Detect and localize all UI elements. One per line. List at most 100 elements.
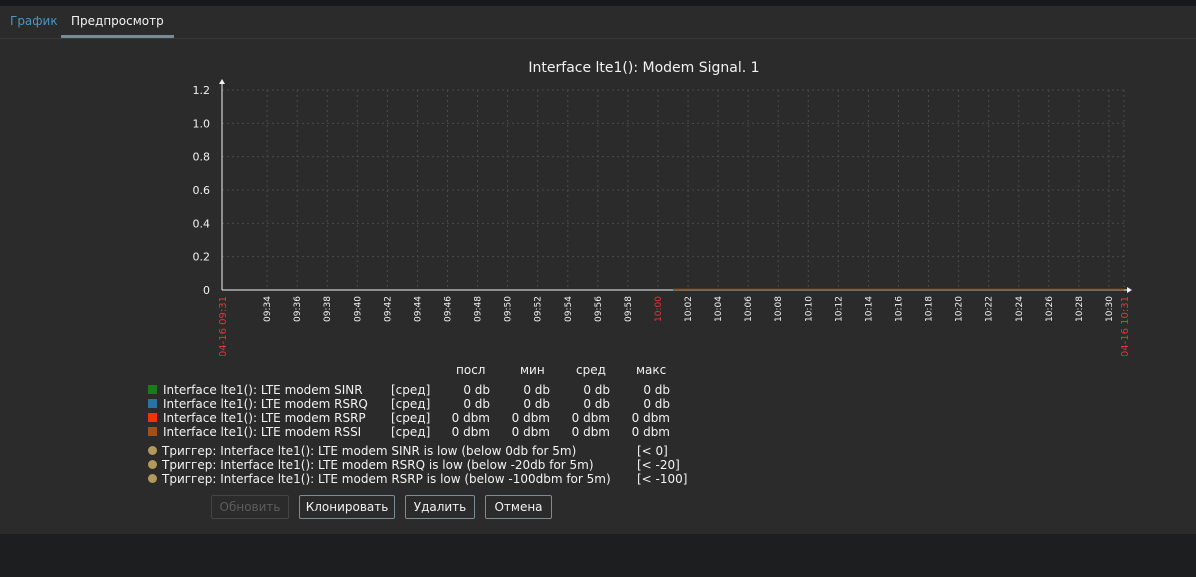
x-tick-label: 10:26: [1045, 296, 1055, 322]
x-tick-label: 10:24: [1015, 296, 1025, 322]
legend-value-last: 0 dbm: [451, 411, 490, 425]
legend-item-name: Interface lte1(): LTE modem SINR: [163, 383, 363, 397]
legend-color-swatch: [148, 385, 157, 394]
y-tick-label: 0.2: [193, 251, 211, 264]
x-tick-label: 10:22: [985, 296, 995, 322]
legend-item: Interface lte1(): LTE modem RSSI [сред] 0 …: [148, 425, 708, 439]
x-tick-label: 09:50: [504, 296, 514, 322]
x-tick-label: 09:58: [624, 296, 634, 322]
trigger-value: [< -20]: [637, 458, 680, 472]
y-tick-label: 0: [203, 284, 210, 297]
x-tick-label: 10:16: [895, 296, 905, 322]
x-tick-label: 09:56: [594, 296, 604, 322]
trigger-name: Триггер: Interface lte1(): LTE modem SIN…: [162, 444, 577, 458]
tab-preview[interactable]: Предпросмотр: [61, 6, 174, 38]
legend-item-function: [сред]: [391, 383, 431, 397]
x-tick-label: 09:34: [263, 296, 273, 322]
legend-value-max: 0 dbm: [631, 425, 670, 439]
legend-item-name: Interface lte1(): LTE modem RSRP: [163, 411, 366, 425]
chart-title: Interface lte1(): Modem Signal. 1: [528, 60, 759, 76]
x-tick-label: 09:42: [383, 296, 393, 322]
x-tick-label: 09:54: [564, 296, 574, 322]
clone-button[interactable]: Клонировать: [299, 495, 395, 519]
legend-color-swatch: [148, 427, 157, 436]
x-tick-label: 09:38: [323, 296, 333, 322]
top-strip: [0, 0, 1196, 6]
legend-value-last: 0 db: [463, 383, 490, 397]
legend-value-last: 0 db: [463, 397, 490, 411]
y-tick-label: 1.2: [193, 84, 211, 97]
cancel-button[interactable]: Отмена: [485, 495, 552, 519]
chart-grid: [222, 89, 1125, 290]
legend-value-avg: 0 db: [583, 383, 610, 397]
legend-item: Interface lte1(): LTE modem RSRQ [сред] 0 …: [148, 397, 708, 411]
trigger-dot-icon: [148, 460, 157, 469]
trigger-name: Триггер: Interface lte1(): LTE modem RSR…: [162, 472, 611, 486]
legend-value-avg: 0 db: [583, 397, 610, 411]
legend-item-name: Interface lte1(): LTE modem RSSI: [163, 425, 362, 439]
legend-header-min: мин: [520, 363, 545, 377]
trigger-value: [< -100]: [637, 472, 688, 486]
x-tick-label: 10:02: [684, 296, 694, 322]
tab-graph[interactable]: График: [10, 14, 58, 28]
x-tick-label: 10:04: [714, 296, 724, 322]
update-button: Обновить: [211, 495, 289, 519]
legend-value-avg: 0 dbm: [571, 425, 610, 439]
x-tick-label: 10:00: [654, 296, 664, 322]
trigger-value: [< 0]: [637, 444, 668, 458]
graph-preview-panel: График Предпросмотр Interface lte1(): Mo…: [0, 6, 1196, 534]
legend-item: Interface lte1(): LTE modem RSRP [сред] 0 …: [148, 411, 708, 425]
trigger-item: Триггер: Interface lte1(): LTE modem RSR…: [148, 472, 708, 486]
legend-color-swatch: [148, 399, 157, 408]
legend-item-function: [сред]: [391, 397, 431, 411]
y-tick-label: 0.4: [193, 217, 211, 230]
x-tick-label: 09:44: [413, 296, 423, 322]
legend-value-max: 0 dbm: [631, 411, 670, 425]
x-tick-label: 10:14: [864, 296, 874, 322]
legend-header-avg: сред: [576, 363, 606, 377]
x-tick-label: 09:46: [444, 296, 454, 322]
tab-bar: График Предпросмотр: [0, 6, 1196, 39]
trigger-dot-icon: [148, 474, 157, 483]
x-start-label: 04-16 09:31: [218, 296, 229, 356]
delete-button[interactable]: Удалить: [405, 495, 475, 519]
y-tick-label: 0.8: [193, 151, 211, 164]
x-tick-label: 09:36: [293, 296, 303, 322]
legend-item-name: Interface lte1(): LTE modem RSRQ: [163, 397, 368, 411]
legend-color-swatch: [148, 413, 157, 422]
x-tick-label: 10:08: [774, 296, 784, 322]
x-tick-label: 10:10: [804, 296, 814, 322]
x-tick-label: 09:40: [353, 296, 363, 322]
x-tick-label: 09:48: [474, 296, 484, 322]
trigger-item: Триггер: Interface lte1(): LTE modem RSR…: [148, 458, 708, 472]
legend-value-min: 0 db: [523, 383, 550, 397]
x-tick-label: 10:18: [925, 296, 935, 322]
x-tick-label: 10:28: [1075, 296, 1085, 322]
y-tick-labels: 1.2 1.0 0.8 0.6 0.4 0.2 0: [193, 84, 211, 297]
x-axis-arrow-icon: [1127, 287, 1132, 293]
y-tick-label: 0.6: [193, 184, 211, 197]
x-tick-label: 10:06: [744, 296, 754, 322]
legend-value-min: 0 db: [523, 397, 550, 411]
trigger-item: Триггер: Interface lte1(): LTE modem SIN…: [148, 444, 708, 458]
y-axis-arrow-icon: [219, 79, 225, 84]
trigger-name: Триггер: Interface lte1(): LTE modem RSR…: [162, 458, 594, 472]
legend-header-max: макс: [636, 363, 667, 377]
legend-header-last: посл: [456, 363, 486, 377]
x-tick-label: 10:12: [834, 296, 844, 322]
x-tick-label: 10:30: [1105, 296, 1115, 322]
chart-axes: [219, 79, 1132, 293]
x-end-label: 04-16 10:31: [1120, 296, 1131, 356]
graph-chart: Interface lte1(): Modem Signal. 1 1.2 1.0…: [193, 60, 1132, 356]
y-tick-label: 1.0: [193, 117, 211, 130]
legend-value-max: 0 db: [643, 383, 670, 397]
legend-item: Interface lte1(): LTE modem SINR [сред] 0 …: [148, 383, 708, 397]
legend-value-avg: 0 dbm: [571, 411, 610, 425]
legend-item-function: [сред]: [391, 425, 431, 439]
x-tick-labels: 09:34 09:36 09:38 09:40 09:42 09:44 09:46 09:48…: [218, 296, 1131, 356]
legend-value-max: 0 db: [643, 397, 670, 411]
trigger-dot-icon: [148, 446, 157, 455]
legend-value-min: 0 dbm: [511, 425, 550, 439]
x-tick-label: 09:52: [534, 296, 544, 322]
x-tick-label: 10:20: [955, 296, 965, 322]
